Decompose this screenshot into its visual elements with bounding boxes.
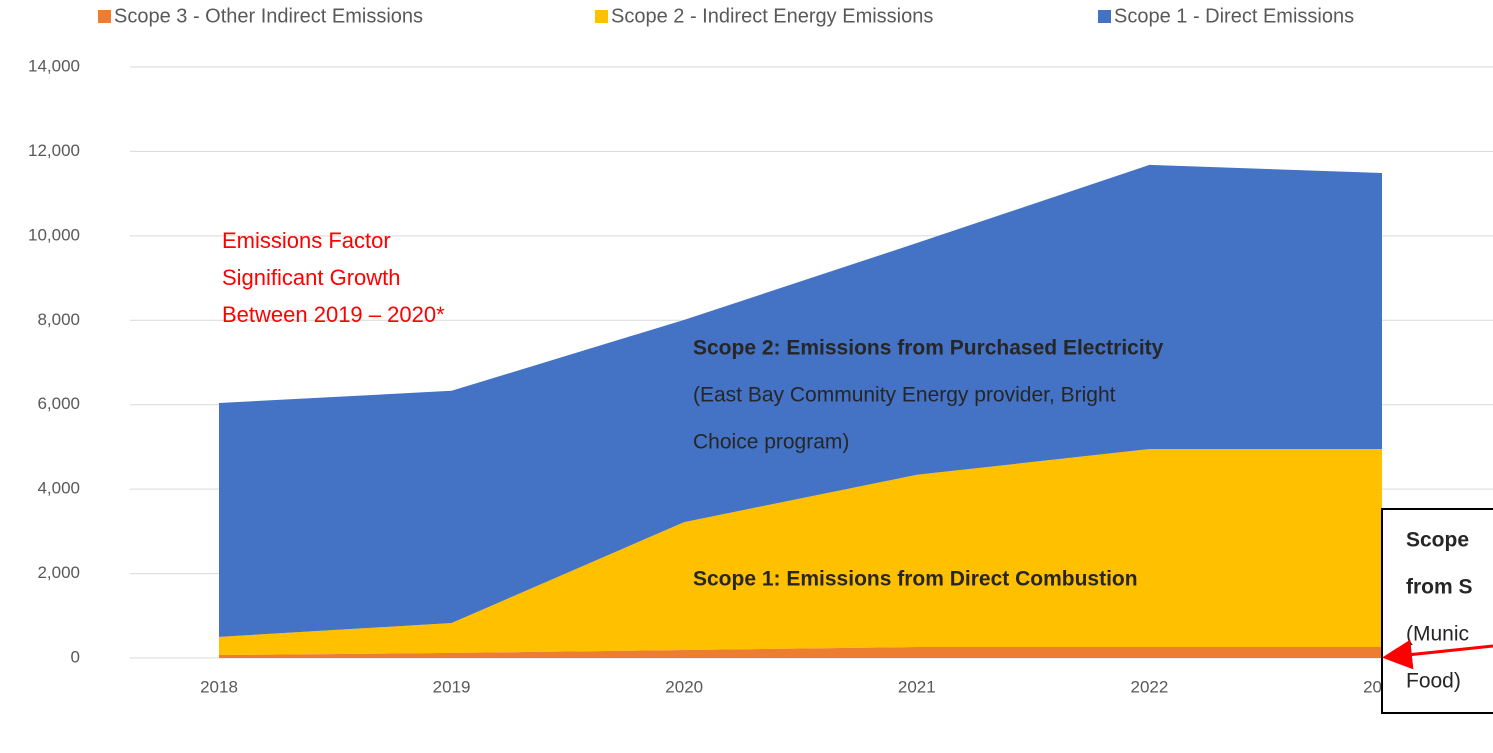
y-tick-label: 4,000 [37,479,80,498]
x-tick-label: 2021 [898,677,936,696]
annotation: Between 2019 – 2020* [222,302,445,327]
y-tick-label: 10,000 [28,225,80,244]
x-tick-label: 2019 [433,677,471,696]
y-tick-label: 12,000 [28,141,80,160]
y-tick-label: 6,000 [37,394,80,413]
annotation: Scope [1406,529,1469,552]
annotation: Significant Growth [222,265,401,290]
x-tick-label: 2022 [1130,677,1168,696]
annotation: Food) [1406,670,1461,693]
x-tick-label: 2018 [200,677,238,696]
area [219,449,1382,656]
annotation-box [1381,508,1493,714]
arrow [1382,639,1493,670]
area [219,164,1382,637]
annotation: (East Bay Community Energy provider, Bri… [693,384,1116,407]
annotation: Choice program) [693,431,849,454]
legend: Scope 3 - Other Indirect Emissions Scope … [98,5,1354,27]
annotation: from S [1406,576,1473,599]
legend-swatch [98,10,111,23]
legend-label: Scope 3 - Other Indirect Emissions [114,5,423,27]
y-tick-label: 2,000 [37,563,80,582]
annotation: Emissions Factor [222,228,391,253]
y-tick-label: 14,000 [28,56,80,75]
legend-swatch [1098,10,1111,23]
y-tick-label: 8,000 [37,310,80,329]
annotation: Scope 2: Emissions from Purchased Electr… [693,337,1164,360]
legend-label: Scope 2 - Indirect Energy Emissions [611,5,933,27]
x-tick-label: 2020 [665,677,703,696]
annotation: Scope 1: Emissions from Direct Combustio… [693,568,1138,591]
legend-label: Scope 1 - Direct Emissions [1114,5,1354,27]
annotation: (Munic [1406,623,1469,646]
y-tick-label: 0 [71,647,80,666]
legend-swatch [595,10,608,23]
area [219,647,1382,658]
